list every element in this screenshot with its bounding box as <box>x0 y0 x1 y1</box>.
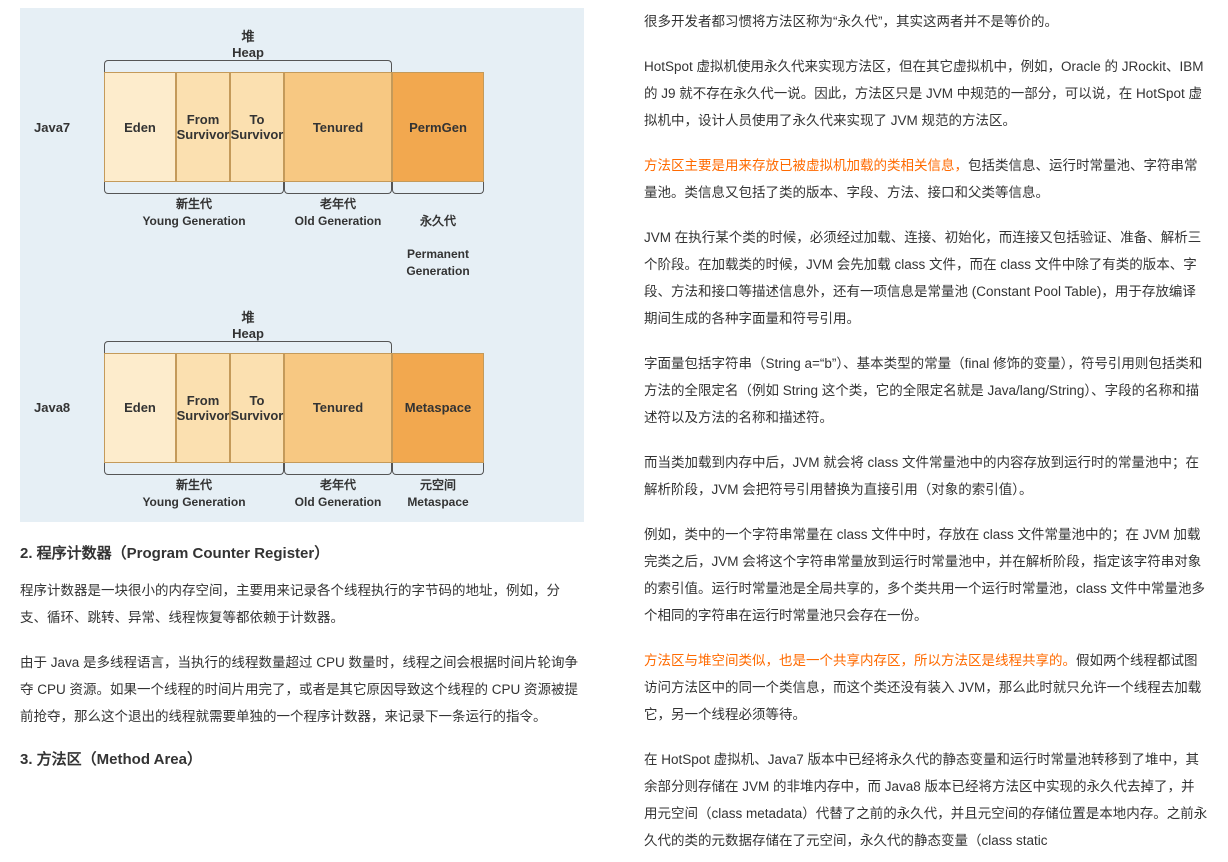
old-cn: 老年代 <box>284 477 392 494</box>
cell-tenured: Tenured <box>284 353 392 463</box>
java8-label: Java8 <box>34 353 104 463</box>
young-cn: 新生代 <box>104 196 284 213</box>
paragraph: 字面量包括字符串（String a=“b”）、基本类型的常量（final 修饰的… <box>644 350 1208 431</box>
java7-gen-labels: 新生代 Young Generation 老年代 Old Generation … <box>104 194 554 297</box>
brace-bottom <box>104 463 554 475</box>
paragraph: 很多开发者都习惯将方法区称为“永久代”，其实这两者并不是等价的。 <box>644 8 1208 35</box>
java7-cells: Eden From Survivor To Survivor Tenured P… <box>104 72 554 182</box>
cell-from: From Survivor <box>176 353 230 463</box>
cell-eden: Eden <box>104 72 176 182</box>
brace-top <box>104 60 554 72</box>
section-3-heading: 3. 方法区（Method Area） <box>20 748 584 769</box>
java7-label: Java7 <box>34 72 104 182</box>
cell-metaspace: Metaspace <box>392 353 484 463</box>
java8-heap-title: 堆 Heap <box>104 307 392 341</box>
paragraph: 而当类加载到内存中后，JVM 就会将 class 文件常量池中的内容存放到运行时… <box>644 449 1208 503</box>
java8-cells: Eden From Survivor To Survivor Tenured M… <box>104 353 554 463</box>
java7-heap-title: 堆 Heap <box>104 26 392 60</box>
paragraph: 在 HotSpot 虚拟机、Java7 版本中已经将永久代的静态变量和运行时常量… <box>644 746 1208 854</box>
meta-en: Metaspace <box>392 494 484 511</box>
paragraph: 例如，类中的一个字符串常量在 class 文件中时，存放在 class 文件常量… <box>644 521 1208 629</box>
old-en: Old Generation <box>284 213 392 230</box>
brace-top <box>104 341 554 353</box>
perm-en: Permanent Generation <box>392 246 484 280</box>
old-cn: 老年代 <box>284 196 392 213</box>
paragraph: 方法区与堆空间类似，也是一个共享内存区，所以方法区是线程共享的。假如两个线程都试… <box>644 647 1208 728</box>
java7-row: Java7 Eden From Survivor To Survivor Ten… <box>34 72 554 182</box>
java8-row: Java8 Eden From Survivor To Survivor Ten… <box>34 353 554 463</box>
perm-cn: 永久代 <box>392 213 484 230</box>
cell-to: To Survivor <box>230 72 284 182</box>
paragraph: JVM 在执行某个类的时候，必须经过加载、连接、初始化，而连接又包括验证、准备、… <box>644 224 1208 332</box>
left-column: 堆 Heap Java7 Eden From Survivor To Survi… <box>20 8 584 854</box>
old-en: Old Generation <box>284 494 392 511</box>
cell-from: From Survivor <box>176 72 230 182</box>
brace-bottom <box>104 182 554 194</box>
cell-permgen: PermGen <box>392 72 484 182</box>
paragraph: 由于 Java 是多线程语言，当执行的线程数量超过 CPU 数量时，线程之间会根… <box>20 649 584 730</box>
java8-gen-labels: 新生代 Young Generation 老年代 Old Generation … <box>104 475 554 511</box>
meta-cn: 元空间 <box>392 477 484 494</box>
cell-to: To Survivor <box>230 353 284 463</box>
paragraph: 程序计数器是一块很小的内存空间，主要用来记录各个线程执行的字节码的地址，例如，分… <box>20 577 584 631</box>
cell-tenured: Tenured <box>284 72 392 182</box>
paragraph: 方法区主要是用来存放已被虚拟机加载的类相关信息，包括类信息、运行时常量池、字符串… <box>644 152 1208 206</box>
young-en: Young Generation <box>104 494 284 511</box>
highlight-text: 方法区主要是用来存放已被虚拟机加载的类相关信息， <box>644 158 968 173</box>
jvm-heap-diagram: 堆 Heap Java7 Eden From Survivor To Survi… <box>20 8 584 522</box>
highlight-text: 方法区与堆空间类似，也是一个共享内存区，所以方法区是线程共享的。 <box>644 653 1076 668</box>
young-cn: 新生代 <box>104 477 284 494</box>
young-en: Young Generation <box>104 213 284 230</box>
right-column: 很多开发者都习惯将方法区称为“永久代”，其实这两者并不是等价的。 HotSpot… <box>644 8 1208 854</box>
paragraph: HotSpot 虚拟机使用永久代来实现方法区，但在其它虚拟机中，例如，Oracl… <box>644 53 1208 134</box>
section-2-heading: 2. 程序计数器（Program Counter Register） <box>20 542 584 563</box>
cell-eden: Eden <box>104 353 176 463</box>
